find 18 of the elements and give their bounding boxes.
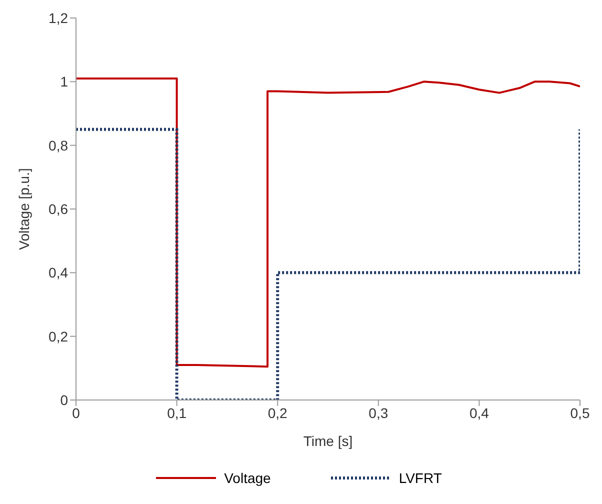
line-series <box>76 77 580 368</box>
legend-label: Voltage <box>224 470 271 486</box>
y-tick-label: 0,8 <box>48 137 68 154</box>
x-tick-label: 0,5 <box>570 404 590 421</box>
x-tick-label: 0,4 <box>469 404 490 421</box>
x-tick-label: 0,1 <box>167 404 187 421</box>
y-tick-label: 0 <box>60 392 68 408</box>
legend-label: LVFRT <box>398 470 442 486</box>
x-tick-label: 0,2 <box>268 404 288 421</box>
x-tick-label: 0,3 <box>368 404 388 421</box>
x-tick-label: 0 <box>72 404 80 421</box>
y-tick-label: 0,2 <box>48 328 68 344</box>
y-tick-label: 1,2 <box>48 10 68 26</box>
y-tick-label: 0,4 <box>48 264 68 281</box>
y-tick-label: 0,6 <box>48 200 68 217</box>
y-tick-label: 1 <box>60 74 68 90</box>
x-axis-title: Time [s] <box>303 433 353 449</box>
y-axis-title: Voltage [p.u.] <box>16 168 32 250</box>
